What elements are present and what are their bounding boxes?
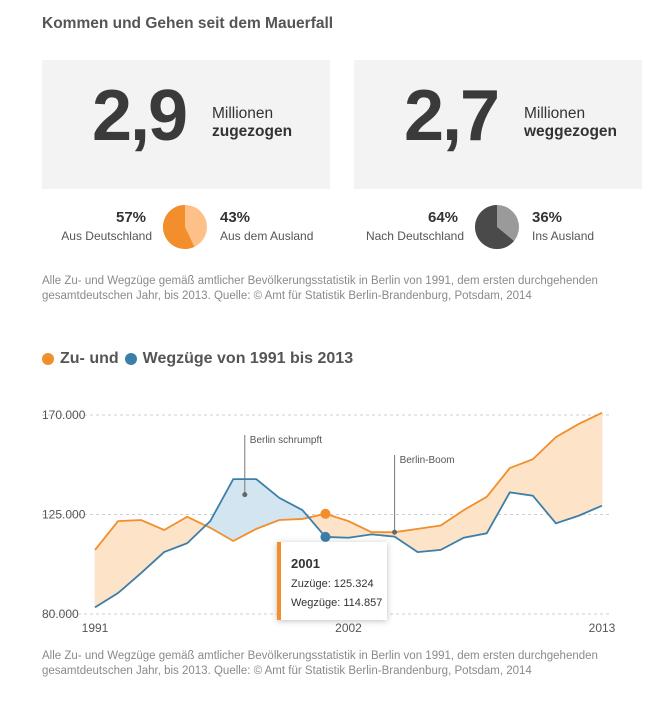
stat-box-weggezogen: 2,7 Millionen weggezogen (354, 60, 642, 189)
pct-aus-dem-ausland: 43% (220, 209, 251, 226)
highlight-point-zuzuege (320, 508, 331, 519)
area-fill (417, 525, 441, 553)
pie-chart-zugezogen (163, 205, 207, 249)
stat-value-zugezogen: 2,9 (92, 76, 188, 156)
chart-tooltip: 2001 Zuzüge: 125.324 Wegzüge: 114.857 (277, 542, 387, 620)
label-nach-deutschland: Nach Deutschland (365, 229, 464, 243)
label-aus-dem-ausland: Aus dem Ausland (220, 229, 314, 243)
area-fill (509, 458, 534, 497)
y-tick-label: 170.000 (42, 408, 86, 422)
pie-chart-weggezogen (475, 205, 519, 249)
pct-nach-deutschland: 64% (428, 209, 459, 226)
y-tick-label: 125.000 (42, 508, 86, 522)
area-fill (578, 412, 603, 517)
tooltip-zuzuege: Zuzüge: 125.324 (291, 578, 374, 590)
source-note-top: Alle Zu- und Wegzüge gemäß amtlicher Bev… (42, 275, 598, 302)
annotation-dot (392, 529, 398, 535)
label-aus-deutschland: Aus Deutschland (61, 229, 152, 243)
stat-unit-bold: zugezogen (212, 123, 293, 140)
annotation-label: Berlin-Boom (400, 455, 455, 466)
headline: Kommen und Gehen seit dem Mauerfall (42, 15, 334, 32)
stat-unit-zugezogen: Millionen zugezogen (212, 105, 292, 141)
x-tick-label: 2002 (335, 621, 362, 635)
line-chart: 80.000 125.000 170.000 1991 2002 2013 Berlin s… (42, 408, 616, 635)
x-tick-label: 1991 (82, 621, 109, 635)
area-fill (555, 423, 580, 524)
legend-dot-zuzuege (42, 353, 54, 365)
highlight-point-wegzuege (320, 531, 331, 542)
area-fill (486, 467, 511, 535)
stat-box-zugezogen: 2,9 Millionen zugezogen (42, 60, 330, 189)
source-note-bottom: Alle Zu- und Wegzüge gemäß amtlicher Bev… (42, 650, 598, 677)
y-tick-label: 80.000 (42, 607, 79, 621)
pie-slice-deutschland (475, 205, 514, 249)
stat-unit-label: Millionen (524, 105, 586, 122)
stat-value-weggezogen: 2,7 (404, 76, 500, 156)
annotation-dot (242, 492, 248, 498)
label-ins-ausland: Ins Ausland (532, 229, 595, 243)
tooltip-year: 2001 (291, 556, 320, 571)
legend-label-1: Zu- und (60, 350, 119, 367)
legend-dot-wegzuege (124, 353, 137, 365)
tooltip-wegzuege: Wegzüge: 114.857 (291, 597, 383, 609)
pct-ins-ausland: 36% (532, 209, 563, 226)
chart-legend: Zu- und Wegzüge von 1991 bis 2013 (42, 350, 353, 368)
stat-unit-label: Millionen (212, 105, 274, 122)
series-line-zuzuege (94, 411, 603, 551)
pie-slice-deutschland (163, 205, 195, 249)
stat-unit-weggezogen: Millionen weggezogen (524, 105, 617, 141)
series-line-wegzuege (94, 478, 603, 609)
annotation-label: Berlin schrumpft (250, 435, 322, 446)
x-tick-label: 2013 (589, 621, 616, 635)
pct-aus-deutschland: 57% (116, 209, 147, 226)
legend-label-2: Wegzüge von 1991 bis 2013 (142, 350, 354, 367)
stat-unit-bold: weggezogen (524, 123, 618, 140)
area-fill (209, 478, 234, 542)
